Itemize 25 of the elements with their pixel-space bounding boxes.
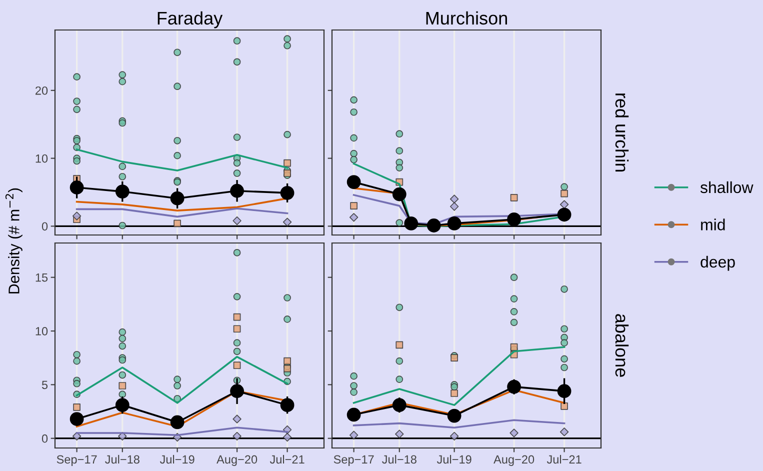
x-tick-label: Sep−17 <box>56 455 97 466</box>
y-tick-label: 5 <box>42 380 48 390</box>
y-tick-label: 15 <box>36 274 48 282</box>
y-tick-label: 20 <box>36 86 48 95</box>
x-tick-label: Jul−21 <box>546 454 582 464</box>
x-tick-label: Aug−20 <box>494 455 534 466</box>
legend-label: mid <box>701 218 725 230</box>
y-axis-title: Density (# m$^{−2}$) <box>5 188 22 294</box>
x-tick-label: Jul−18 <box>105 454 140 464</box>
y-tick-label: 10 <box>36 327 48 336</box>
x-tick-label: Jul−19 <box>160 454 194 464</box>
x-tick-label: Jul−19 <box>436 454 472 464</box>
y-tick-label: 0 <box>42 222 48 231</box>
chart-title: Murchison <box>426 11 507 25</box>
text: abalone <box>615 314 629 377</box>
text: red urchin <box>615 94 629 172</box>
y-tick-label: 10 <box>36 154 48 163</box>
x-tick-label: Jul−18 <box>382 454 416 464</box>
x-tick-label: Aug−20 <box>216 455 258 466</box>
y-tick-label: 0 <box>42 434 48 443</box>
x-tick-label: Sep−17 <box>334 455 374 466</box>
legend-label: shallow <box>700 181 754 194</box>
x-tick-label: Jul−21 <box>270 454 304 464</box>
chart-title: Faraday <box>158 11 223 28</box>
legend-label: deep <box>700 256 735 271</box>
